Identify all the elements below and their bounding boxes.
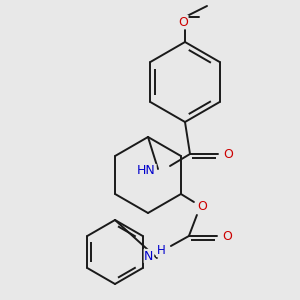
Text: O: O xyxy=(222,230,232,242)
Text: O: O xyxy=(197,200,207,212)
Text: O: O xyxy=(223,148,233,160)
Text: N: N xyxy=(144,250,154,262)
Text: O: O xyxy=(178,16,188,28)
Text: HN: HN xyxy=(137,164,156,178)
Text: H: H xyxy=(157,244,165,256)
